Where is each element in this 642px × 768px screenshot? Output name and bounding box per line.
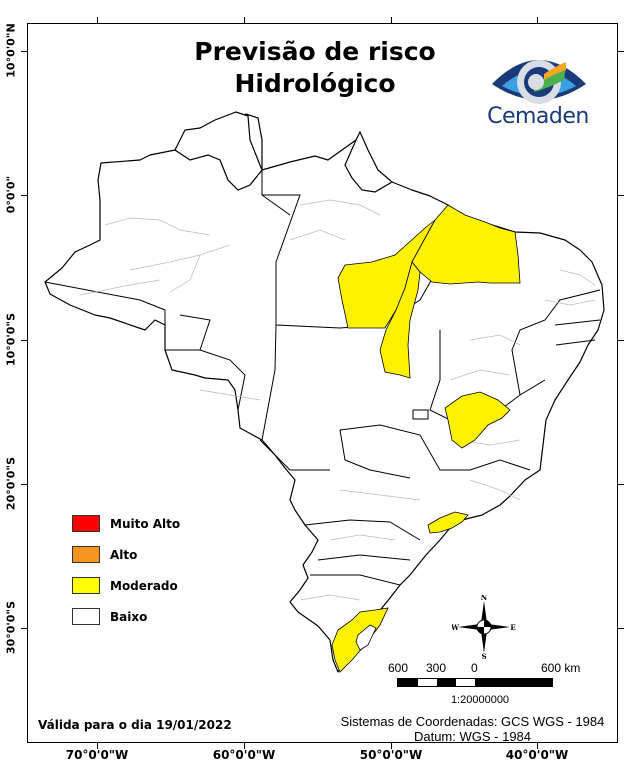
lon-label-50w: 50°0'0"W bbox=[359, 748, 423, 762]
coord-system: Sistemas de Coordenadas: GCS WGS - 1984 bbox=[340, 714, 605, 729]
map-frame bbox=[27, 23, 618, 743]
lat-tick bbox=[618, 484, 624, 485]
compass-s: S bbox=[481, 652, 486, 659]
legend-item-alto: Alto bbox=[72, 539, 180, 570]
cemaden-logo-text: Cemaden bbox=[487, 104, 589, 129]
lon-tick bbox=[391, 743, 392, 749]
north-arrow-compass-icon: N S W E bbox=[452, 595, 516, 659]
moderado-region-sp-rj bbox=[427, 511, 469, 534]
lat-tick bbox=[21, 628, 27, 629]
legend-swatch-yellow bbox=[72, 577, 100, 594]
scale-ratio: 1:20000000 bbox=[450, 694, 510, 706]
legend-swatch-red bbox=[72, 515, 100, 532]
roraima-outline bbox=[174, 111, 263, 191]
scale-label-0: 0 bbox=[471, 661, 478, 675]
title-line-1: Previsão de risco bbox=[194, 37, 436, 66]
amapa-outline bbox=[344, 130, 394, 193]
legend-label: Moderado bbox=[110, 578, 178, 593]
lat-tick bbox=[21, 51, 27, 52]
lat-tick bbox=[618, 628, 624, 629]
lagoon bbox=[355, 624, 377, 651]
lon-tick bbox=[537, 17, 538, 23]
lon-label-40w: 40°0'0"W bbox=[505, 748, 569, 762]
lon-tick bbox=[537, 743, 538, 749]
legend-item-moderado: Moderado bbox=[72, 570, 180, 601]
valid-date: Válida para o dia 19/01/2022 bbox=[38, 718, 232, 732]
legend-label: Muito Alto bbox=[110, 516, 181, 531]
compass-e: E bbox=[510, 623, 515, 632]
legend: Muito Alto Alto Moderado Baixo bbox=[72, 508, 180, 632]
scale-label-600km: 600 km bbox=[541, 661, 581, 675]
legend-label: Baixo bbox=[110, 609, 148, 624]
scale-label-600: 600 bbox=[388, 661, 409, 675]
datum: Datum: WGS - 1984 bbox=[413, 729, 532, 744]
scale-bar bbox=[397, 678, 553, 687]
coordinate-info: Sistemas de Coordenadas: GCS WGS - 1984 … bbox=[330, 714, 615, 744]
legend-item-muito-alto: Muito Alto bbox=[72, 508, 180, 539]
compass-n: N bbox=[481, 595, 488, 602]
cemaden-eye-logo-icon bbox=[492, 60, 586, 104]
title-line-2: Hidrológico bbox=[234, 69, 396, 98]
map-title: Previsão de risco Hidrológico bbox=[150, 36, 480, 100]
legend-swatch-white bbox=[72, 608, 100, 625]
lat-tick bbox=[21, 484, 27, 485]
moderado-region-bahia bbox=[444, 391, 511, 449]
legend-swatch-orange bbox=[72, 546, 100, 563]
moderado-regions bbox=[331, 204, 521, 673]
lat-tick bbox=[618, 340, 624, 341]
compass-w: W bbox=[452, 623, 459, 632]
lat-tick bbox=[618, 51, 624, 52]
lat-tick bbox=[618, 195, 624, 196]
federal-district bbox=[412, 409, 429, 420]
lon-label-70w: 70°0'0"W bbox=[65, 748, 129, 762]
lat-tick bbox=[21, 340, 27, 341]
lon-tick bbox=[97, 17, 98, 23]
moderado-region-tocantins bbox=[379, 261, 421, 379]
lon-tick bbox=[97, 743, 98, 749]
legend-item-baixo: Baixo bbox=[72, 601, 180, 632]
moderado-region-para-east bbox=[411, 204, 521, 285]
lon-tick bbox=[391, 17, 392, 23]
scale-label-300: 300 bbox=[426, 661, 447, 675]
legend-label: Alto bbox=[110, 547, 138, 562]
lon-tick bbox=[244, 17, 245, 23]
lon-label-60w: 60°0'0"W bbox=[212, 748, 276, 762]
lon-tick bbox=[244, 743, 245, 749]
lat-tick bbox=[21, 195, 27, 196]
